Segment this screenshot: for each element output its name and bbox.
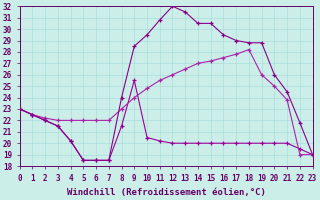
X-axis label: Windchill (Refroidissement éolien,°C): Windchill (Refroidissement éolien,°C) [67,188,266,197]
